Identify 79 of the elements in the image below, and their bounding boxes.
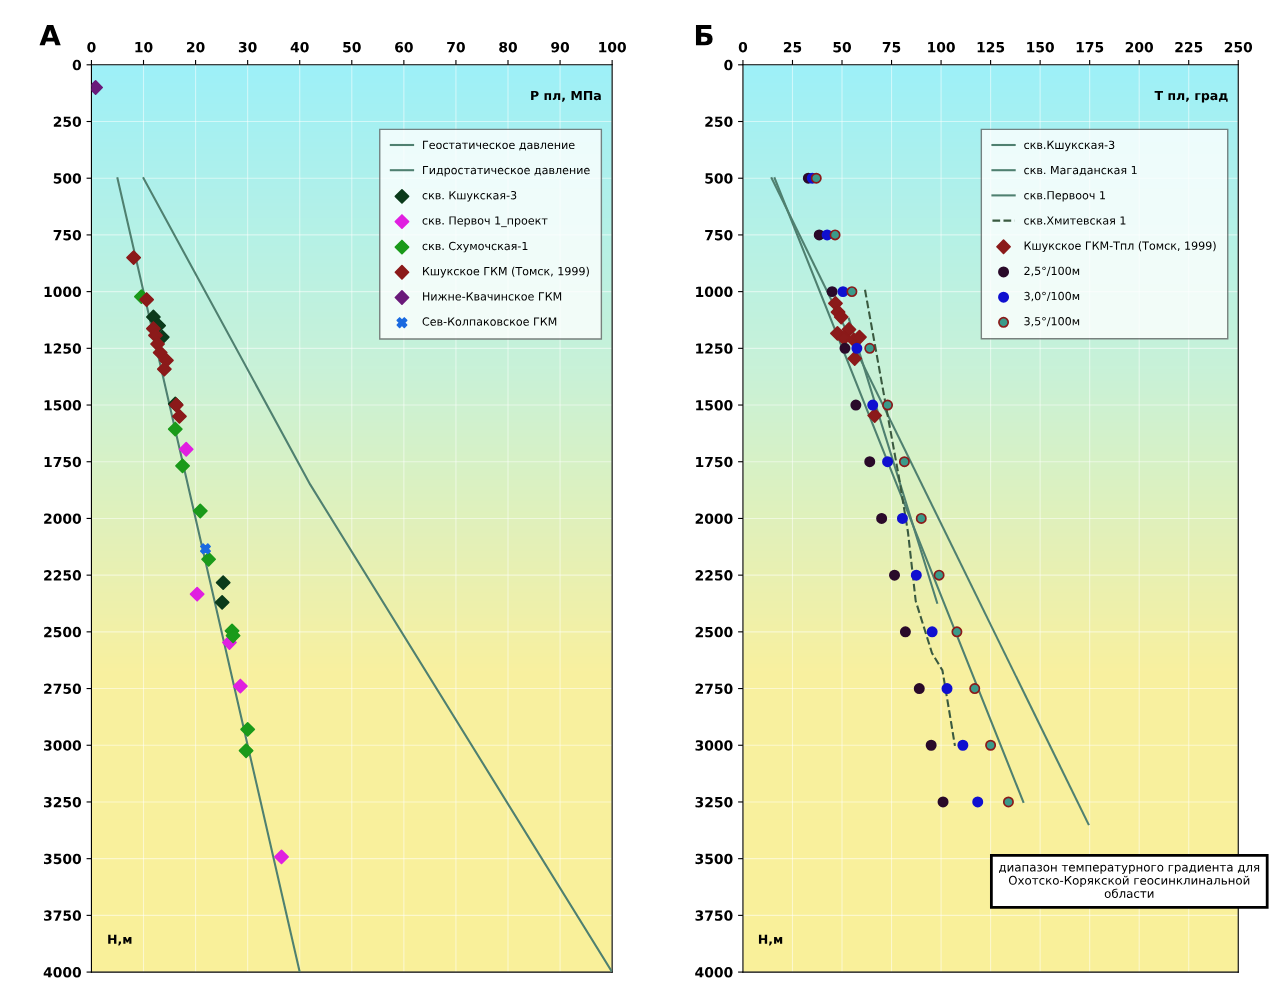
x-tick-label: 25	[783, 41, 802, 53]
y-tick-label: 2500	[695, 626, 733, 638]
y-tick-label: 1000	[696, 286, 733, 298]
legend-label: Кшукское ГКМ-Тпл (Томск, 1999)	[1024, 241, 1216, 252]
x-tick-label: 250	[1224, 41, 1253, 53]
x-tick-label: 30	[238, 41, 257, 53]
y-tick-label: 500	[53, 173, 82, 184]
legend-label: скв.Кшукская-3	[1024, 140, 1115, 152]
y-tick-label: 3250	[43, 796, 82, 808]
y-tick-label: 2000	[44, 513, 82, 524]
x-tick-label: 100	[599, 41, 626, 53]
chart-title: Б	[695, 25, 713, 46]
y-tick-label: 1250	[44, 343, 82, 354]
y-axis-title: Н,м	[758, 934, 783, 946]
y-tick-label: 2500	[44, 626, 82, 638]
y-tick-label: 4000	[695, 967, 733, 978]
legend-label: Нижне-Квачинское ГКМ	[423, 292, 562, 301]
x-tick-label: 50	[833, 41, 852, 53]
x-axis-title: Р пл, МПа	[531, 90, 601, 102]
x-tick-label: 40	[290, 41, 309, 53]
y-tick-label: 750	[53, 229, 82, 241]
x-tick-label: 200	[1125, 41, 1154, 53]
y-tick-label: 3750	[43, 910, 82, 921]
legend-label: Геостатическое давление	[423, 140, 575, 151]
x-tick-label: 70	[447, 41, 465, 53]
x-tick-label: 75	[882, 42, 901, 53]
y-tick-label: 250	[53, 116, 82, 127]
x-tick-label: 90	[551, 41, 570, 53]
chart-title: А	[39, 25, 61, 46]
y-tick-label: 1500	[44, 400, 82, 411]
y-tick-label: 3000	[43, 740, 82, 751]
x-tick-label: 80	[499, 41, 517, 53]
y-tick-label: 2750	[44, 683, 82, 695]
y-tick-label: 0	[724, 59, 733, 71]
legend-label: 3,0°/100м	[1024, 291, 1080, 302]
y-axis-title: Н,м	[108, 934, 132, 946]
y-tick-label: 2250	[695, 570, 733, 581]
y-tick-label: 500	[705, 173, 733, 184]
x-tick-label: 10	[135, 41, 153, 53]
x-tick-label: 100	[928, 41, 955, 53]
legend-label: 2,5°/100м	[1024, 266, 1080, 277]
y-tick-label: 250	[705, 116, 733, 127]
y-tick-label: 1750	[696, 456, 733, 468]
annotation: диапазон температурного градиента для Охотско-Корякской геосинклинальной области	[999, 864, 1260, 898]
x-tick-label: 0	[738, 41, 748, 53]
y-tick-label: 1250	[696, 343, 733, 354]
x-tick-label: 0	[87, 41, 96, 53]
y-tick-label: 3500	[695, 853, 733, 865]
y-tick-label: 3000	[695, 740, 733, 751]
x-tick-label: 60	[395, 41, 413, 53]
y-tick-label: 1500	[696, 400, 733, 411]
legend-label: скв. Схумочская-1	[422, 241, 528, 253]
legend-label: 3,5°/100м	[1024, 317, 1080, 327]
y-tick-label: 750	[705, 229, 733, 241]
legend-label: скв.Хмитевская 1	[1024, 216, 1126, 225]
y-tick-label: 3750	[695, 910, 733, 921]
legend-label: Гидростатическое давление	[423, 165, 590, 177]
y-tick-label: 1750	[44, 456, 82, 468]
x-tick-label: 225	[1175, 41, 1203, 53]
y-tick-label: 2000	[695, 513, 733, 524]
y-tick-label: 2750	[695, 683, 733, 695]
x-tick-label: 150	[1027, 41, 1054, 53]
legend-label: Кшукское ГКМ (Томск, 1999)	[423, 266, 589, 278]
x-tick-label: 175	[1076, 42, 1104, 53]
y-tick-label: 2250	[44, 570, 82, 581]
y-tick-label: 4000	[43, 967, 82, 978]
x-axis-title: Т пл, град	[1154, 90, 1228, 103]
y-tick-label: 1000	[44, 286, 82, 298]
y-tick-label: 3250	[695, 796, 733, 808]
y-tick-label: 3500	[43, 853, 82, 865]
x-tick-label: 20	[187, 41, 205, 53]
legend-label: скв. Магаданская 1	[1024, 165, 1137, 176]
legend-label: Сев-Колпаковское ГКМ	[422, 317, 557, 326]
legend-label: скв.Первооч 1	[1024, 191, 1105, 202]
x-tick-label: 50	[343, 41, 361, 53]
legend-label: скв. Первоч 1_проект	[422, 216, 548, 228]
x-tick-label: 125	[977, 41, 1005, 53]
y-tick-label: 0	[72, 59, 82, 71]
legend-label: скв. Кшукская-3	[422, 191, 517, 202]
